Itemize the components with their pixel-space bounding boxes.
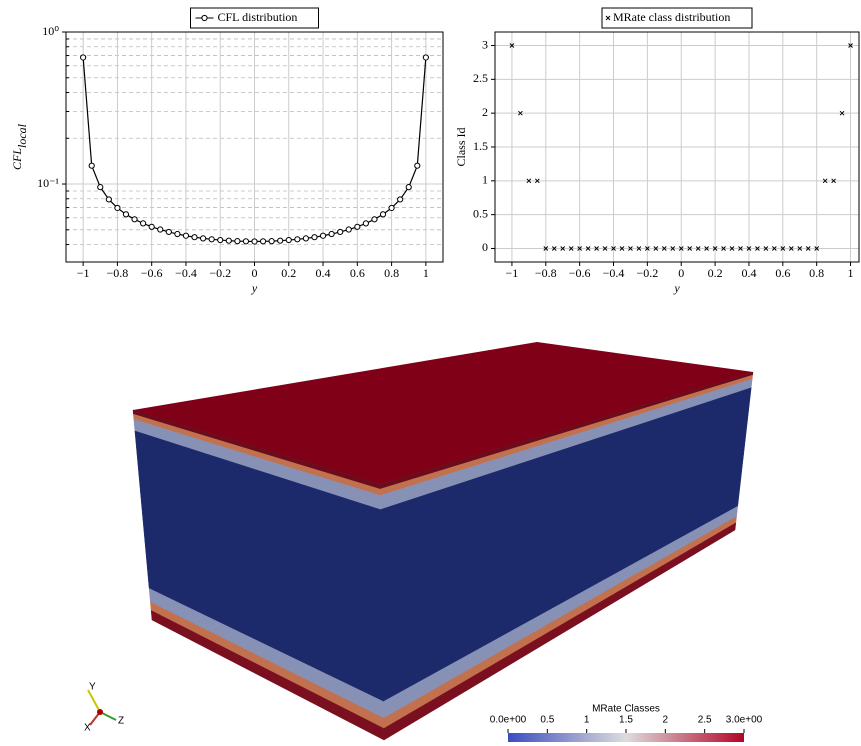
colorbar-tick-label: 1 [584, 715, 590, 726]
x-tick-label: −0.4 [175, 266, 197, 280]
point [398, 197, 403, 202]
point [278, 238, 283, 243]
y-axis-label: CFLlocal [10, 123, 29, 170]
colorbar-title: MRate Classes [592, 704, 660, 715]
point [269, 239, 274, 244]
point [346, 227, 351, 232]
point [141, 221, 146, 226]
point [312, 235, 317, 240]
colorbar-tick-label: 2 [663, 715, 669, 726]
colorbar-tick-label: 0.0e+00 [490, 715, 527, 726]
point [303, 236, 308, 241]
y-tick-label: 0.5 [473, 206, 488, 220]
point [158, 227, 163, 232]
point [200, 236, 205, 241]
point [295, 237, 300, 242]
point [380, 212, 385, 217]
x-tick-label: 0.2 [708, 266, 723, 280]
legend-label: MRate class distribution [613, 10, 730, 24]
point [226, 238, 231, 243]
point [389, 205, 394, 210]
point [329, 231, 334, 236]
y-axis-label-main: CFL [10, 148, 24, 170]
x-tick-label: 0 [678, 266, 684, 280]
x-tick-label: 1 [423, 266, 429, 280]
point [415, 163, 420, 168]
point [166, 229, 171, 234]
x-tick-label: −1 [506, 266, 519, 280]
axis-label: Y [89, 682, 96, 693]
point [423, 55, 428, 60]
colorbar-tick-label: 2.5 [698, 715, 712, 726]
x-tick-label: −0.8 [535, 266, 557, 280]
point [320, 233, 325, 238]
legend-marker [202, 15, 207, 20]
axis-label: X [84, 723, 91, 734]
point [372, 217, 377, 222]
axis-y [88, 690, 100, 712]
legend-label: CFL distribution [218, 10, 298, 24]
point [106, 197, 111, 202]
point [81, 55, 86, 60]
colorbar-tick-label: 1.5 [619, 715, 633, 726]
point [183, 233, 188, 238]
y-tick-label: 1 [482, 173, 488, 187]
y-tick-label: 2.5 [473, 71, 488, 85]
point [209, 237, 214, 242]
point [252, 239, 257, 244]
x-tick-label: 0.4 [741, 266, 756, 280]
colorbar-tick-label: 3.0e+00 [726, 715, 763, 726]
x-tick-label: 1 [848, 266, 854, 280]
x-tick-label: −0.4 [603, 266, 625, 280]
y-axis-label-sub: local [15, 123, 29, 148]
point [355, 224, 360, 229]
point [363, 221, 368, 226]
y-tick-label: 2 [482, 105, 488, 119]
x-tick-label: 0.6 [350, 266, 365, 280]
y-tick-label: 1.5 [473, 139, 488, 153]
point [406, 185, 411, 190]
point [175, 231, 180, 236]
x-axis-label: y [673, 281, 680, 295]
point [115, 205, 120, 210]
figure: −1 −0.8 −0.6 −0.4 −0.2 0 0.2 0.4 0.6 0.8 1 10⁻¹ 10⁰ y… [0, 0, 861, 746]
point [192, 235, 197, 240]
x-tick-label: 0.2 [281, 266, 296, 280]
point [286, 237, 291, 242]
y-axis-label-main: Class Id [454, 128, 468, 167]
x-tick-label: −1 [77, 266, 90, 280]
colorbar [508, 733, 744, 742]
x-tick-label: 0.4 [316, 266, 331, 280]
point [132, 217, 137, 222]
x-tick-label: 0 [252, 266, 258, 280]
axis-label: Z [118, 716, 124, 727]
x-tick-label: 0.6 [775, 266, 790, 280]
point [260, 239, 265, 244]
page: {"chart_data":[ {"type":"line","xlabel":… [0, 0, 861, 746]
x-tick-label: −0.2 [636, 266, 658, 280]
x-tick-label: 0.8 [384, 266, 399, 280]
x-tick-label: −0.8 [107, 266, 129, 280]
point [123, 212, 128, 217]
x-tick-label: −0.6 [141, 266, 163, 280]
y-axis-label: Class Id [454, 128, 468, 167]
y-tick-label: 10⁰ [42, 24, 59, 38]
point [98, 185, 103, 190]
axis-origin [97, 709, 103, 715]
colorbar-tick-label: 0.5 [540, 715, 554, 726]
point [338, 229, 343, 234]
point [218, 237, 223, 242]
x-axis-label: y [251, 281, 258, 295]
point [89, 163, 94, 168]
point [149, 224, 154, 229]
y-tick-label: 10⁻¹ [37, 176, 59, 190]
x-tick-label: −0.2 [209, 266, 231, 280]
y-tick-label: 0 [482, 240, 488, 254]
x-tick-label: −0.6 [569, 266, 591, 280]
point [235, 239, 240, 244]
y-tick-label: 3 [482, 37, 488, 51]
x-tick-label: 0.8 [809, 266, 824, 280]
point [243, 239, 248, 244]
